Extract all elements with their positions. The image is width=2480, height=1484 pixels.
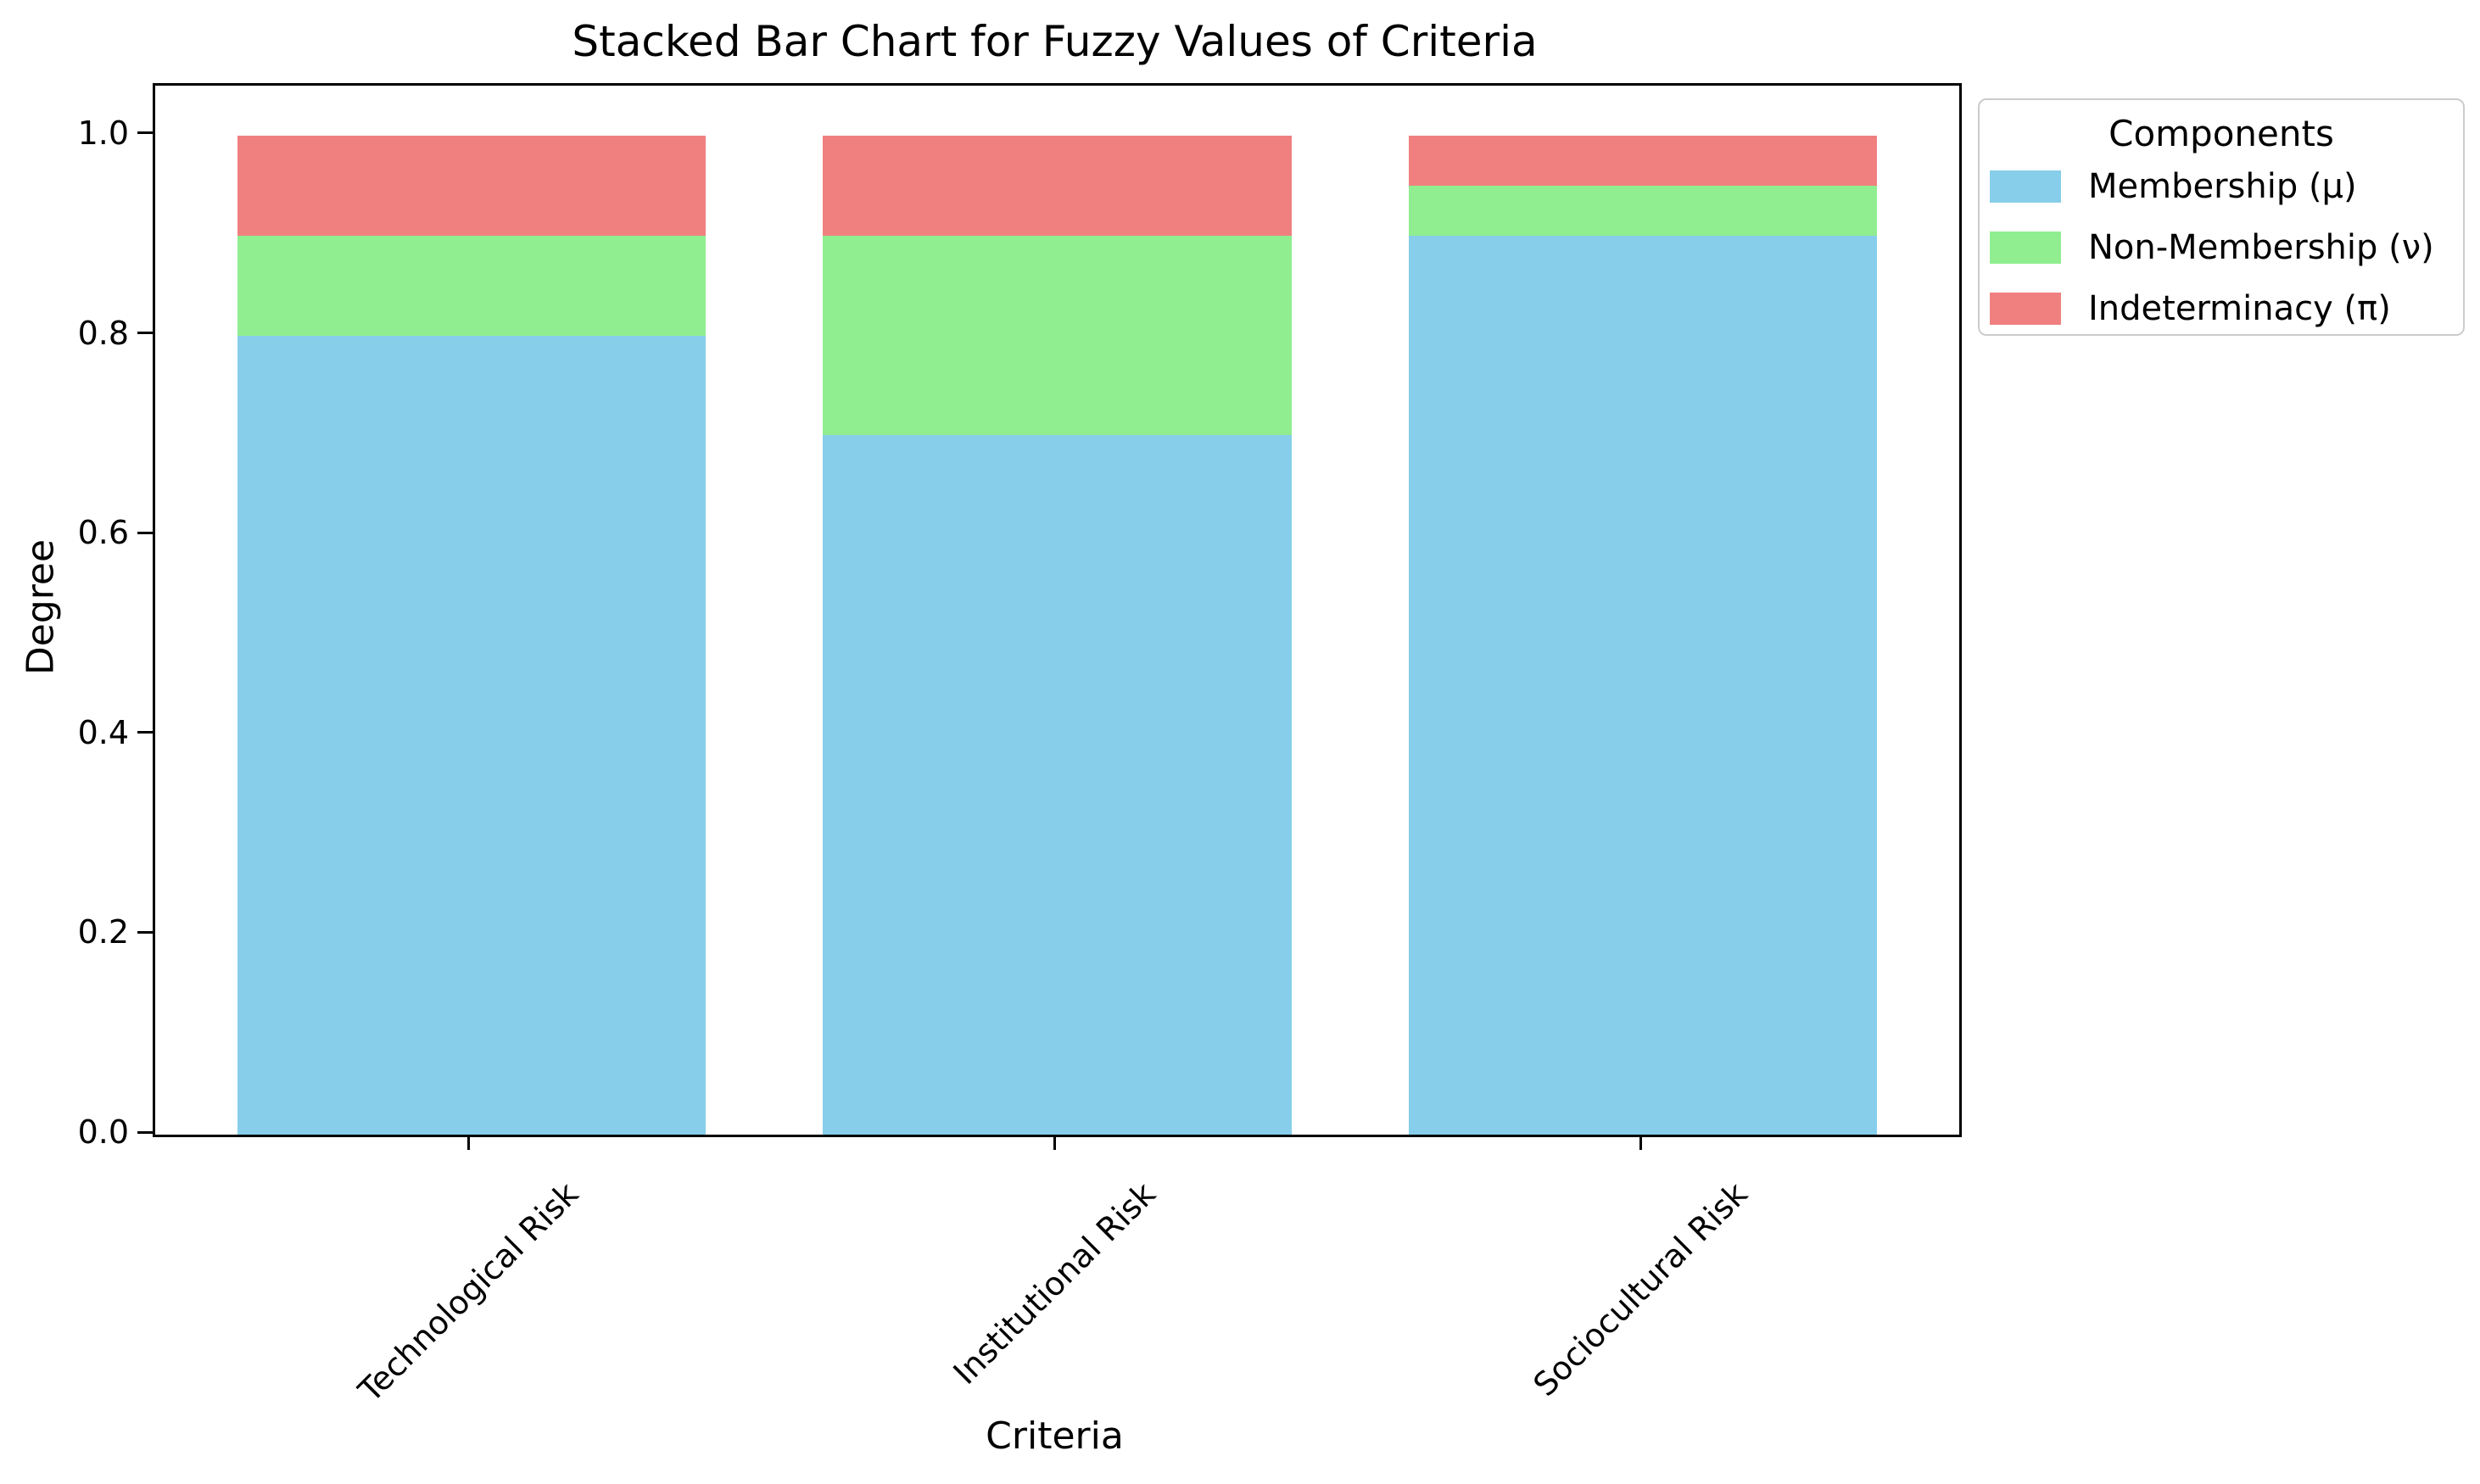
legend-color-swatch [1990, 293, 2061, 325]
y-tick-mark [137, 131, 153, 135]
bar-segment-membership [237, 335, 707, 1135]
y-tick-mark [137, 731, 153, 734]
bar-segment-indeterminacy [823, 135, 1292, 236]
legend-box: Components Membership (μ) Non-Membership … [1978, 98, 2465, 336]
y-tick-label: 0.6 [77, 514, 129, 552]
x-tick-label: Institutional Risk [946, 1174, 1163, 1392]
bar-institutional-risk [823, 86, 1292, 1135]
y-tick-mark [137, 1130, 153, 1134]
bar-segment-non-membership [237, 235, 707, 336]
legend-entry-label: Membership (μ) [2088, 167, 2357, 206]
legend-color-swatch [1990, 232, 2061, 264]
legend-entry: Non-Membership (ν) [1980, 217, 2463, 278]
bar-segment-non-membership [1408, 185, 1878, 236]
plot-area [153, 83, 1962, 1137]
bar-segment-indeterminacy [237, 135, 707, 236]
bar-segment-non-membership [823, 235, 1292, 436]
legend-color-swatch [1990, 170, 2061, 203]
bar-segment-indeterminacy [1408, 135, 1878, 186]
y-tick-label: 0.0 [77, 1113, 129, 1151]
x-tick-label: Sociocultural Risk [1526, 1174, 1755, 1404]
x-tick-label: Technological Risk [351, 1174, 586, 1409]
y-tick-mark [137, 531, 153, 534]
y-tick-label: 0.8 [77, 314, 129, 352]
y-tick-mark [137, 930, 153, 934]
y-tick-mark [137, 332, 153, 335]
bar-technological-risk [237, 86, 707, 1135]
chart-title: Stacked Bar Chart for Fuzzy Values of Cr… [572, 17, 1538, 66]
y-tick-label: 0.2 [77, 913, 129, 951]
x-axis-label: Criteria [986, 1414, 1124, 1458]
y-tick-label: 1.0 [77, 114, 129, 152]
bar-segment-membership [823, 435, 1292, 1135]
legend-entries: Membership (μ) Non-Membership (ν) Indeterm… [1980, 156, 2463, 339]
x-tick-mark [1639, 1135, 1642, 1150]
y-tick-label: 0.4 [77, 713, 129, 751]
x-tick-mark [467, 1135, 471, 1150]
legend-entry: Membership (μ) [1980, 156, 2463, 217]
legend-entry-label: Indeterminacy (π) [2088, 289, 2391, 328]
legend-entry-label: Non-Membership (ν) [2088, 228, 2434, 267]
bar-segment-membership [1408, 235, 1878, 1135]
legend-title: Components [2109, 113, 2334, 154]
legend-entry: Indeterminacy (π) [1980, 278, 2463, 339]
y-axis-label: Degree [19, 538, 63, 676]
bar-sociocultural-risk [1408, 86, 1878, 1135]
x-tick-mark [1053, 1135, 1056, 1150]
